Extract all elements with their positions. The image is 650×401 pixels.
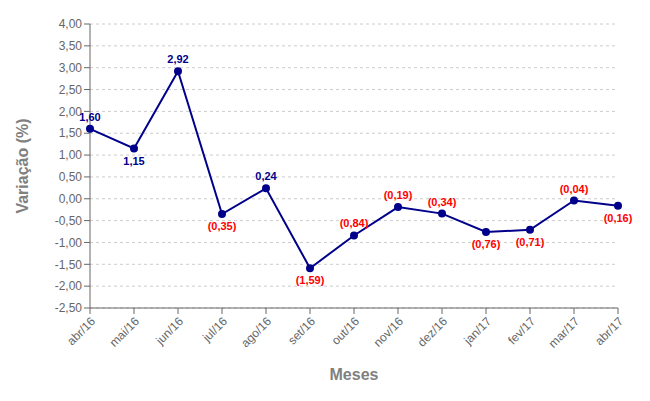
svg-text:jul/16: jul/16 bbox=[199, 314, 230, 345]
svg-text:jun/16: jun/16 bbox=[152, 314, 186, 348]
svg-text:fev/17: fev/17 bbox=[505, 314, 538, 347]
svg-text:-2,00: -2,00 bbox=[55, 279, 83, 293]
svg-text:Meses: Meses bbox=[330, 366, 379, 383]
svg-text:(0,34): (0,34) bbox=[428, 196, 457, 208]
svg-text:Variação (%): Variação (%) bbox=[14, 118, 31, 213]
svg-text:2,50: 2,50 bbox=[59, 83, 83, 97]
svg-text:4,00: 4,00 bbox=[59, 17, 83, 31]
svg-text:ago/16: ago/16 bbox=[238, 314, 274, 350]
svg-text:(0,19): (0,19) bbox=[384, 189, 413, 201]
svg-text:mai/16: mai/16 bbox=[107, 314, 143, 350]
svg-text:out/16: out/16 bbox=[329, 314, 363, 348]
svg-text:abr/17: abr/17 bbox=[592, 314, 626, 348]
svg-text:set/16: set/16 bbox=[285, 314, 318, 347]
svg-text:0,00: 0,00 bbox=[59, 192, 83, 206]
svg-text:1,15: 1,15 bbox=[123, 155, 144, 167]
svg-text:1,50: 1,50 bbox=[59, 126, 83, 140]
svg-text:-2,50: -2,50 bbox=[55, 301, 83, 315]
svg-text:(0,71): (0,71) bbox=[516, 236, 545, 248]
svg-text:jan/17: jan/17 bbox=[460, 314, 494, 348]
svg-text:dez/16: dez/16 bbox=[415, 314, 451, 350]
svg-text:0,50: 0,50 bbox=[59, 170, 83, 184]
svg-text:(1,59): (1,59) bbox=[296, 274, 325, 286]
svg-text:-1,50: -1,50 bbox=[55, 258, 83, 272]
svg-text:(0,16): (0,16) bbox=[604, 212, 633, 224]
svg-text:mar/17: mar/17 bbox=[546, 314, 583, 351]
svg-text:1,60: 1,60 bbox=[79, 111, 100, 123]
svg-text:abr/16: abr/16 bbox=[64, 314, 98, 348]
svg-text:-0,50: -0,50 bbox=[55, 214, 83, 228]
svg-text:(0,76): (0,76) bbox=[472, 238, 501, 250]
svg-text:-1,00: -1,00 bbox=[55, 236, 83, 250]
svg-text:(0,35): (0,35) bbox=[208, 220, 237, 232]
svg-text:3,50: 3,50 bbox=[59, 39, 83, 53]
svg-text:(0,84): (0,84) bbox=[340, 217, 369, 229]
svg-text:nov/16: nov/16 bbox=[371, 314, 407, 350]
svg-text:(0,04): (0,04) bbox=[560, 183, 589, 195]
svg-text:3,00: 3,00 bbox=[59, 61, 83, 75]
svg-text:0,24: 0,24 bbox=[255, 170, 277, 182]
svg-text:1,00: 1,00 bbox=[59, 148, 83, 162]
svg-text:2,00: 2,00 bbox=[58, 104, 82, 119]
svg-text:2,92: 2,92 bbox=[167, 53, 188, 65]
